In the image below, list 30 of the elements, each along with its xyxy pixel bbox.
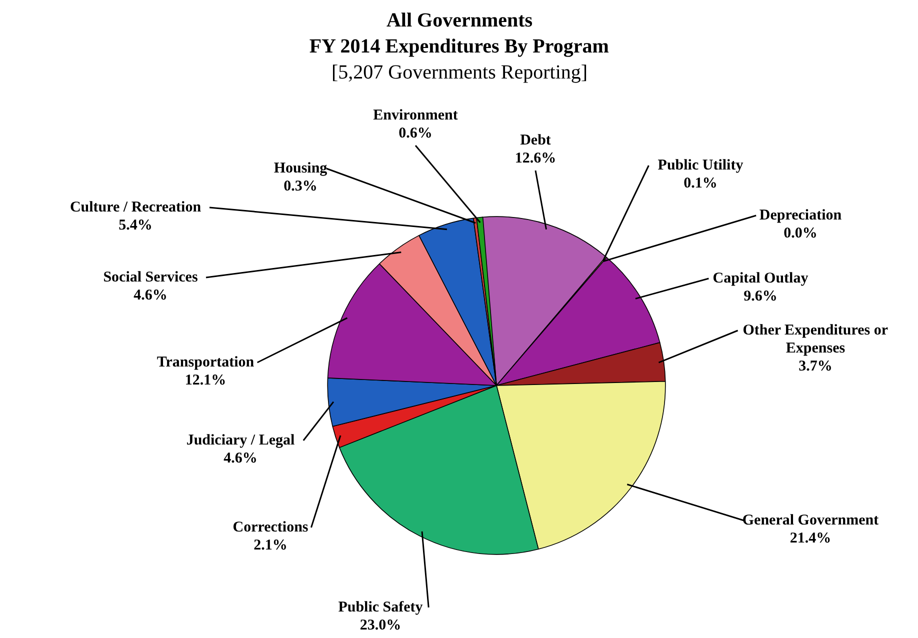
data-label: 3.7% [798,358,832,374]
data-label: 12.6% [514,150,556,166]
chart-title: All Governments FY 2014 Expenditures By Program [309,10,610,58]
slice-label: General Government [742,512,879,528]
data-label: 2.1% [254,537,288,554]
slice-label: Culture / Recreation [70,199,202,216]
chart-subtitle: [5,207 Governments Reporting] [331,62,588,84]
data-label: 5.4% [118,217,152,234]
data-label: 4.6% [224,450,258,466]
data-label: 0.3% [284,178,318,194]
data-label: 23.0% [360,617,402,634]
slice-label: Capital Outlay [712,270,809,286]
slice-label: Public Safety [338,599,424,616]
slice-label: Judiciary / Legal [186,432,295,448]
data-label: 12.1% [184,372,226,388]
data-label: 0.1% [684,175,718,192]
data-label: 21.4% [790,530,832,546]
slice-label: Social Services [103,269,198,286]
slice-label: Public Utility [658,157,744,174]
slice-label: Transportation [156,354,255,370]
slice-label: Other Expenditures or Expenses [742,322,888,356]
text: 0.0% [784,225,818,242]
data-label: 4.6% [134,287,168,304]
data-label: 0.6% [398,126,432,142]
data-label: 9.6% [744,288,778,304]
slice-label: Environment [373,108,458,124]
slice-label: Housing [274,160,328,176]
category-label: Depreciation [759,207,842,224]
slice-label: Debt [520,132,551,148]
slice-label: Corrections [232,519,308,536]
